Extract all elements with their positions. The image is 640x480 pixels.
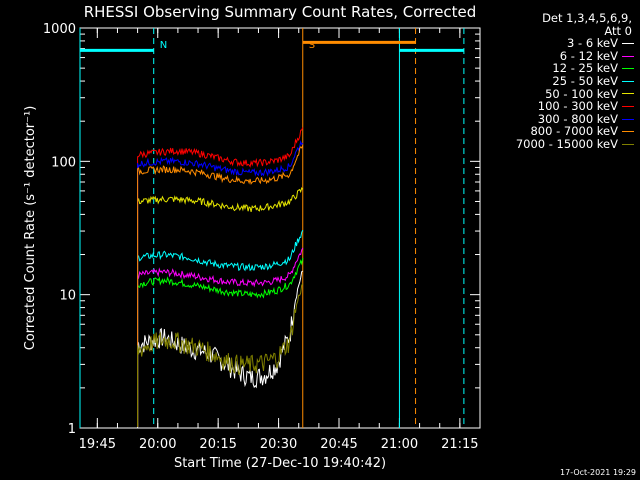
x-tick-label: 20:30 (260, 437, 297, 452)
x-tick-label: 21:00 (381, 437, 418, 452)
legend-entry-label: 3 - 6 keV (567, 36, 618, 51)
plot-frame (79, 27, 481, 429)
x-tick-label: 20:00 (139, 437, 176, 452)
legend-header-detectors: Det 1,3,4,5,6,9, (542, 11, 632, 25)
legend-entry-label: 100 - 300 keV (537, 99, 618, 114)
legend-swatch (622, 80, 634, 82)
series-line-2 (137, 247, 304, 427)
legend-swatch (622, 105, 634, 107)
y-tick-label: 10 (59, 289, 76, 304)
legend-entry-label: 6 - 12 keV (559, 48, 618, 63)
chart-title: RHESSI Observing Summary Count Rates, Co… (84, 3, 477, 21)
timestamp: 17-Oct-2021 19:29 (560, 468, 636, 477)
legend-swatch (622, 143, 634, 145)
legend-entry: 300 - 800 keV (484, 113, 634, 126)
legend-entry: 3 - 6 keV (484, 37, 634, 50)
x-tick-label: 20:45 (320, 437, 357, 452)
legend-entry: 12 - 25 keV (484, 62, 634, 75)
x-tick-label: 19:45 (79, 437, 116, 452)
legend-swatch (622, 55, 634, 57)
legend-entry: 50 - 100 keV (484, 86, 634, 101)
series-line-6 (137, 127, 304, 427)
plot-area: 1 10 100 1000 19:45 20:00 20:15 20:30 20:45 21:00… (43, 22, 481, 452)
legend-entry-label: 800 - 7000 keV (530, 124, 618, 139)
legend-entry-label: 50 - 100 keV (545, 86, 618, 101)
legend-entry: 800 - 7000 keV (484, 125, 634, 138)
event-flag-label: N (160, 40, 167, 51)
event-flag-label: S (309, 40, 315, 51)
x-tick-label: 20:15 (199, 437, 236, 452)
y-tick-label: 100 (51, 155, 76, 170)
legend-entry-label: 12 - 25 keV (552, 61, 618, 76)
series-line-4 (137, 229, 304, 427)
legend-swatch (622, 42, 634, 44)
series-line-5 (137, 186, 304, 427)
y-axis-label: Corrected Count Rate (s⁻¹ detector⁻¹) (23, 106, 38, 351)
y-tick-label: 1 (68, 422, 76, 437)
series-line-7 (137, 140, 304, 427)
series-line-8 (137, 145, 304, 427)
legend-swatch (622, 131, 634, 133)
legend-swatch (622, 93, 634, 95)
legend-entry: 25 - 50 keV (484, 75, 634, 88)
legend-header-attenuator: Att 0 (604, 23, 632, 38)
legend-entry-label: 25 - 50 keV (552, 73, 618, 88)
series-line-1 (137, 270, 304, 427)
legend-entry: 7000 - 15000 keV (484, 138, 634, 151)
legend-entry: 6 - 12 keV (484, 50, 634, 63)
legend-swatch (622, 68, 634, 70)
legend-swatch (622, 118, 634, 120)
legend-entry: 100 - 300 keV (484, 100, 634, 113)
legend-entry-label: 300 - 800 keV (537, 111, 618, 126)
x-axis-label: Start Time (27-Dec-10 19:40:42) (174, 456, 386, 471)
series-line-9 (137, 283, 304, 427)
legend-entry-label: 7000 - 15000 keV (515, 136, 618, 151)
x-tick-label: 21:15 (441, 437, 478, 452)
legend: Det 1,3,4,5,6,9, Att 0 3 - 6 keV 6 - 12 k… (484, 12, 634, 151)
y-tick-label: 1000 (43, 22, 76, 37)
series-line-3 (137, 257, 304, 427)
